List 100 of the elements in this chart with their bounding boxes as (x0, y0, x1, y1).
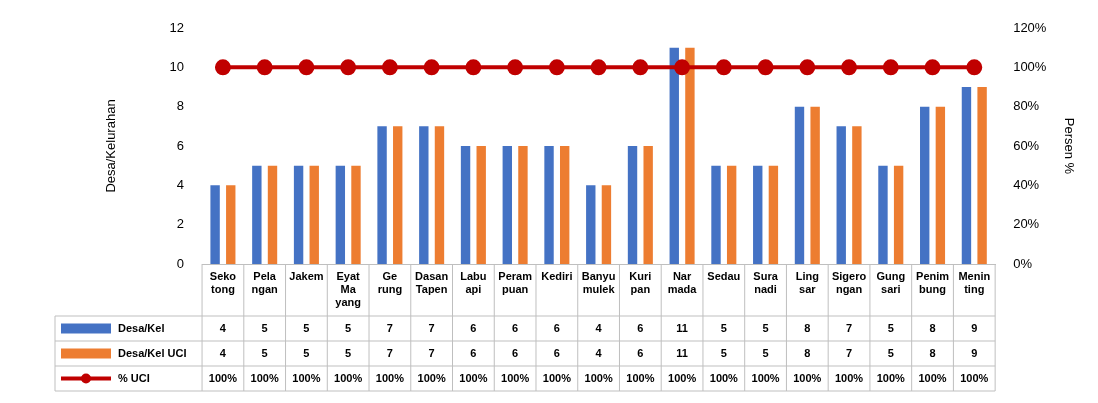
data-label: 100% (334, 371, 363, 384)
x-tick-label: Peram puan (498, 269, 533, 295)
x-tick-label: Sura nadi (753, 269, 779, 295)
x-tick-label: Eyat Ma yang (335, 269, 361, 309)
bar (643, 146, 653, 264)
x-tick-label: Penim bung (916, 269, 950, 295)
bar (768, 165, 779, 264)
y-tick-label: 6 (176, 137, 185, 153)
data-label: 11 (676, 321, 688, 334)
bar (852, 126, 862, 264)
data-label: 6 (470, 346, 477, 359)
data-label: 100% (501, 371, 530, 384)
data-label: 100% (417, 371, 446, 384)
data-label: 9 (971, 321, 978, 334)
x-tick-label: Nar mada (667, 269, 698, 295)
data-label: 8 (929, 346, 936, 359)
legend-label: Desa/Kel (118, 321, 165, 334)
x-tick-label: Labu api (460, 269, 487, 295)
data-label: 5 (345, 321, 352, 334)
data-label: 5 (720, 346, 727, 359)
bar (977, 87, 987, 264)
bar (335, 165, 346, 264)
bar (293, 165, 304, 264)
bar (935, 106, 946, 264)
y2-axis-title: Persen % (1061, 117, 1077, 175)
data-label: 5 (303, 346, 310, 359)
data-label: 5 (762, 346, 769, 359)
data-label: 8 (804, 321, 811, 334)
y-tick-label: 4 (176, 176, 185, 192)
y2-tick-label: 120% (1013, 19, 1047, 35)
x-tick-label: Sedau (707, 269, 741, 282)
bar (518, 146, 528, 264)
bar (810, 106, 820, 264)
data-label: 100% (668, 371, 697, 384)
bar (961, 87, 972, 264)
data-label: 4 (219, 346, 227, 359)
data-label: 6 (637, 321, 644, 334)
data-label: 100% (542, 371, 572, 384)
bar (627, 146, 638, 264)
bar (711, 165, 721, 264)
x-tick-label: Kediri (541, 269, 573, 282)
data-label: 4 (595, 346, 603, 359)
x-tick-label: Menin ting (958, 269, 991, 295)
bar (601, 185, 612, 264)
x-tick-label: Ge rung (377, 269, 403, 295)
data-label: 7 (845, 321, 853, 334)
y-axis-title: Desa/Kelurahan (103, 99, 119, 193)
data-label: 7 (428, 346, 435, 359)
data-label: 100% (751, 371, 780, 384)
bar (753, 165, 763, 264)
data-label: 5 (720, 321, 727, 334)
data-label: 100% (584, 371, 613, 384)
y2-tick-label: 40% (1013, 176, 1040, 192)
data-label: 5 (345, 346, 352, 359)
bar (434, 126, 445, 264)
bar (893, 165, 904, 264)
data-label: 5 (303, 321, 310, 334)
data-label: 5 (762, 321, 769, 334)
data-label: 100% (918, 371, 947, 384)
bar (419, 126, 429, 264)
y-tick-label: 8 (176, 98, 185, 114)
data-label: 100% (375, 371, 405, 384)
y2-tick-label: 20% (1013, 216, 1040, 232)
data-label: 100% (208, 371, 238, 384)
data-label: 8 (929, 321, 936, 334)
bar (559, 146, 570, 264)
y-tick-label: 12 (169, 19, 185, 35)
data-label: 7 (386, 321, 393, 334)
bar (794, 106, 805, 264)
data-label: 8 (804, 346, 811, 359)
data-label: 100% (960, 371, 989, 384)
bar (351, 165, 361, 264)
x-tick-label: Seko tong (209, 269, 237, 295)
bar (836, 126, 846, 264)
data-label: 6 (637, 346, 644, 359)
bar (544, 146, 554, 264)
x-tick-label: Banyu mulek (581, 269, 616, 295)
data-label: 100% (459, 371, 488, 384)
y-tick-label: 10 (169, 58, 185, 74)
data-label: 11 (676, 346, 688, 359)
data-label: 7 (845, 346, 853, 359)
x-tick-label: Kuri pan (629, 269, 652, 295)
bar (460, 146, 471, 264)
bar (502, 146, 512, 264)
x-tick-label: Sigero ngan (831, 269, 867, 295)
bar (377, 126, 387, 264)
bar (226, 185, 236, 264)
x-tick-label: Gung sari (876, 269, 906, 295)
data-label: 7 (386, 346, 393, 359)
data-label: 9 (971, 346, 978, 359)
data-label: 6 (553, 321, 560, 334)
data-label: 100% (250, 371, 279, 384)
y2-tick-label: 0% (1013, 255, 1033, 271)
y2-tick-label: 80% (1013, 98, 1040, 114)
bar (586, 185, 596, 264)
y-tick-label: 0 (176, 255, 185, 271)
data-label: 4 (219, 321, 227, 334)
data-label: 100% (876, 371, 906, 384)
bar (252, 165, 262, 264)
legend-label: % UCI (118, 371, 150, 384)
